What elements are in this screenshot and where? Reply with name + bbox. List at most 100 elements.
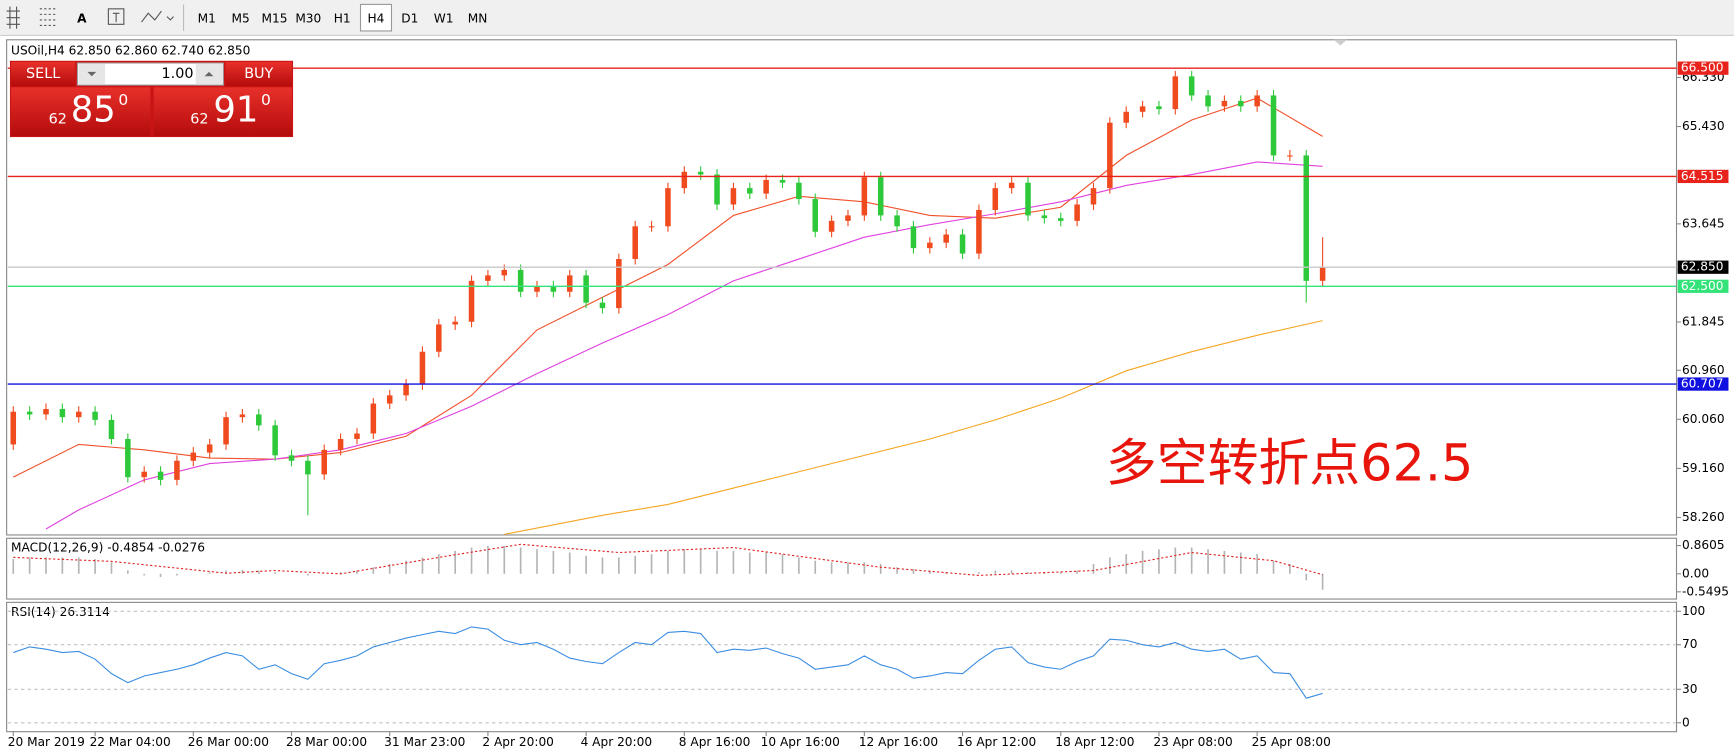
rsi-panel bbox=[6, 601, 1678, 733]
candle-body bbox=[681, 171, 688, 189]
timeframe-button[interactable]: MN bbox=[468, 11, 488, 25]
candle-body bbox=[386, 395, 393, 404]
price-level-box bbox=[1677, 377, 1729, 391]
candle-body bbox=[992, 188, 999, 210]
candle-body bbox=[1107, 122, 1113, 189]
candle-body bbox=[1270, 95, 1277, 156]
trade-panel: SELL 1.00 BUY 62 85 0 62 91 0 bbox=[9, 60, 294, 138]
candle-body bbox=[1254, 95, 1260, 107]
timeframe-button[interactable]: M1 bbox=[198, 11, 216, 25]
timeframe-button[interactable]: D1 bbox=[401, 11, 418, 25]
candle-body bbox=[665, 188, 671, 227]
bid-big-figure: 62 bbox=[49, 111, 67, 127]
candle-body bbox=[468, 280, 475, 322]
candle-body bbox=[43, 408, 49, 415]
candle-body bbox=[190, 452, 197, 461]
timeframe-button[interactable]: M15 bbox=[261, 11, 287, 25]
price-level-box bbox=[1677, 169, 1729, 184]
candle-body bbox=[894, 215, 900, 227]
x-tick-label: 4 Apr 20:00 bbox=[581, 735, 653, 749]
x-tick-label: 28 Mar 00:00 bbox=[286, 735, 367, 749]
sell-button[interactable] bbox=[11, 61, 76, 87]
ask-pips: 91 bbox=[213, 90, 258, 131]
text-label-icon[interactable] bbox=[107, 8, 125, 25]
timeframes: M1 M5 M15 M30 H1 H4 D1 W1 MN bbox=[198, 3, 488, 32]
candle-body bbox=[599, 302, 606, 309]
candle-body bbox=[288, 455, 295, 461]
candle-body bbox=[1090, 188, 1097, 205]
timeframe-button[interactable]: M30 bbox=[295, 11, 321, 25]
candle-body bbox=[337, 438, 344, 450]
y-tick-label: 60.060 bbox=[1682, 412, 1725, 426]
bid-box[interactable] bbox=[11, 87, 151, 136]
price-level-box bbox=[1677, 279, 1729, 293]
candle-body bbox=[632, 226, 638, 260]
active-timeframe[interactable] bbox=[359, 3, 393, 32]
candle-body bbox=[583, 275, 589, 303]
candle-body bbox=[321, 449, 328, 475]
candle-body bbox=[1238, 100, 1244, 107]
candle-body bbox=[796, 182, 802, 200]
timeframe-button[interactable]: W1 bbox=[434, 11, 454, 25]
candle-body bbox=[959, 234, 966, 254]
x-tick-label: 20 Mar 2019 bbox=[8, 735, 85, 749]
candle-body bbox=[730, 188, 737, 205]
candle-body bbox=[26, 411, 33, 415]
timeframe-button[interactable]: H4 bbox=[368, 11, 385, 25]
candle-body bbox=[1123, 111, 1129, 123]
candle-body bbox=[206, 444, 213, 453]
candle-body bbox=[1074, 204, 1080, 221]
candle-body bbox=[648, 226, 655, 228]
lot-value[interactable]: 1.00 bbox=[162, 66, 194, 82]
text-tool[interactable]: A bbox=[77, 11, 87, 25]
shapes-icon[interactable] bbox=[141, 10, 175, 23]
candle-body bbox=[452, 321, 458, 325]
x-tick-label: 16 Apr 12:00 bbox=[957, 735, 1036, 749]
candle-body bbox=[272, 425, 278, 456]
candle-body bbox=[534, 286, 540, 292]
y-tick-label: 30 bbox=[1682, 682, 1697, 696]
candle-body bbox=[616, 259, 622, 309]
candle-body bbox=[256, 414, 262, 426]
lot-field[interactable] bbox=[76, 62, 224, 86]
lot-up-arrow bbox=[204, 71, 214, 77]
candle-body bbox=[239, 414, 246, 418]
candle-body bbox=[1008, 182, 1015, 189]
candle-body bbox=[1287, 155, 1293, 157]
y-tick-label: 61.845 bbox=[1682, 315, 1725, 329]
candle-body bbox=[1025, 182, 1031, 216]
candle-body bbox=[223, 417, 229, 445]
candle-body bbox=[501, 269, 508, 276]
bid-fraction: 0 bbox=[118, 91, 128, 109]
signal-line bbox=[13, 543, 1323, 576]
candle-body bbox=[828, 220, 835, 232]
y-tick-label: 58.260 bbox=[1682, 510, 1725, 524]
y-tick-label: 60.960 bbox=[1682, 363, 1725, 377]
candle-body bbox=[1188, 76, 1195, 96]
candle-body bbox=[354, 433, 360, 439]
moving-average bbox=[45, 161, 1323, 530]
crosshair-icon[interactable] bbox=[6, 6, 20, 29]
candle-body bbox=[861, 177, 868, 216]
price-level-label: 60.707 bbox=[1681, 377, 1724, 391]
x-tick-label: 31 Mar 23:00 bbox=[384, 735, 465, 749]
annotation: 多空转折点62.5 bbox=[1106, 433, 1474, 492]
candle-body bbox=[108, 419, 115, 439]
toolbar: A M1 M5 M15 M30 H1 H4 D1 W1 MN bbox=[0, 0, 1734, 36]
timeframe-button[interactable]: H1 bbox=[334, 11, 351, 25]
price-level-box bbox=[1677, 61, 1729, 75]
bid-pips: 85 bbox=[71, 90, 116, 131]
candle-body bbox=[877, 177, 884, 216]
candle-body bbox=[1172, 76, 1179, 110]
y-tick-label: 59.160 bbox=[1682, 461, 1725, 475]
x-tick-label: 8 Apr 16:00 bbox=[679, 735, 751, 749]
buy-button[interactable] bbox=[225, 61, 292, 87]
sell-label[interactable]: SELL bbox=[26, 66, 60, 82]
candle-body bbox=[141, 471, 147, 478]
y-tick-label: 70 bbox=[1682, 637, 1697, 651]
timeframe-button[interactable]: M5 bbox=[232, 11, 250, 25]
buy-label[interactable]: BUY bbox=[244, 66, 273, 82]
shift-marker bbox=[1333, 39, 1347, 46]
ask-box[interactable] bbox=[153, 87, 292, 136]
